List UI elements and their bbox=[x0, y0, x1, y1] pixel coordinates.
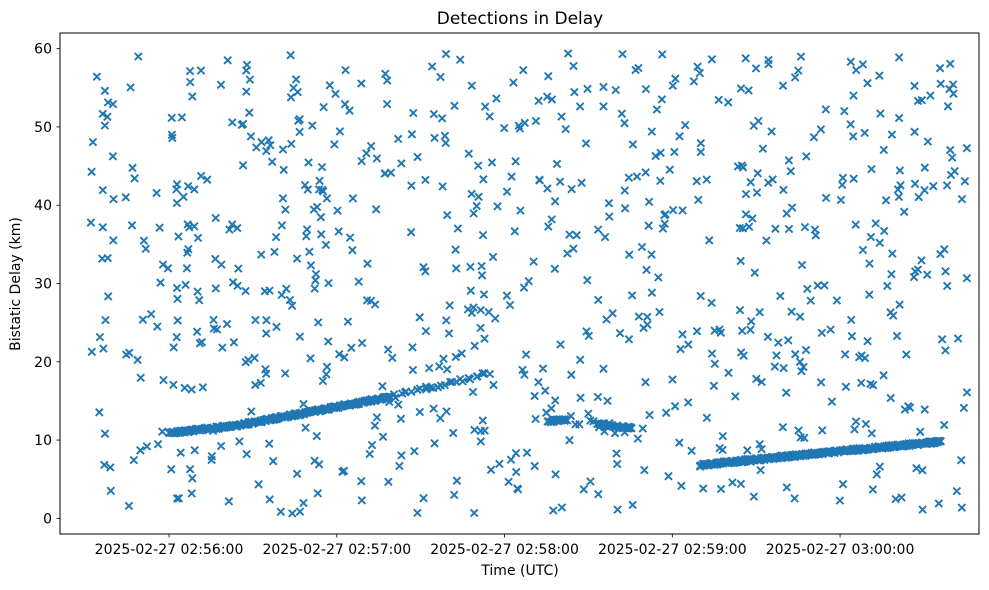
scatter-series-group bbox=[86, 49, 972, 518]
x-tick-label: 2025-02-27 02:59:00 bbox=[598, 542, 747, 558]
chart-title: Detections in Delay bbox=[437, 9, 604, 29]
x-tick-label: 2025-02-27 02:58:00 bbox=[430, 542, 579, 558]
y-tick-label: 30 bbox=[34, 277, 52, 293]
y-tick-label: 0 bbox=[43, 511, 52, 527]
scatter-points-background-detections bbox=[86, 49, 972, 518]
x-tick-label: 2025-02-27 02:56:00 bbox=[95, 542, 244, 558]
scatter-points-track-1-dense bbox=[164, 392, 395, 438]
y-tick-label: 50 bbox=[34, 120, 52, 136]
x-tick-label: 2025-02-27 03:00:00 bbox=[766, 542, 915, 558]
y-axis-ticks: 0 10 20 30 40 50 60 bbox=[34, 42, 60, 527]
x-tick-label: 2025-02-27 02:57:00 bbox=[262, 542, 411, 558]
x-axis-label: Time (UTC) bbox=[480, 563, 558, 579]
y-tick-label: 10 bbox=[34, 433, 52, 449]
y-axis-label: Bistatic Delay (km) bbox=[8, 217, 24, 351]
y-tick-label: 20 bbox=[34, 355, 52, 371]
scatter-points-cluster-a bbox=[543, 415, 572, 427]
y-tick-label: 60 bbox=[34, 42, 52, 58]
scatter-points-track-1-tail bbox=[384, 369, 495, 403]
scatter-points-track-2 bbox=[695, 436, 946, 471]
scatter-points-cluster-b bbox=[592, 419, 636, 433]
x-axis-ticks: 2025-02-27 02:56:00 2025-02-27 02:57:00 20… bbox=[95, 534, 915, 558]
y-tick-label: 40 bbox=[34, 198, 52, 214]
